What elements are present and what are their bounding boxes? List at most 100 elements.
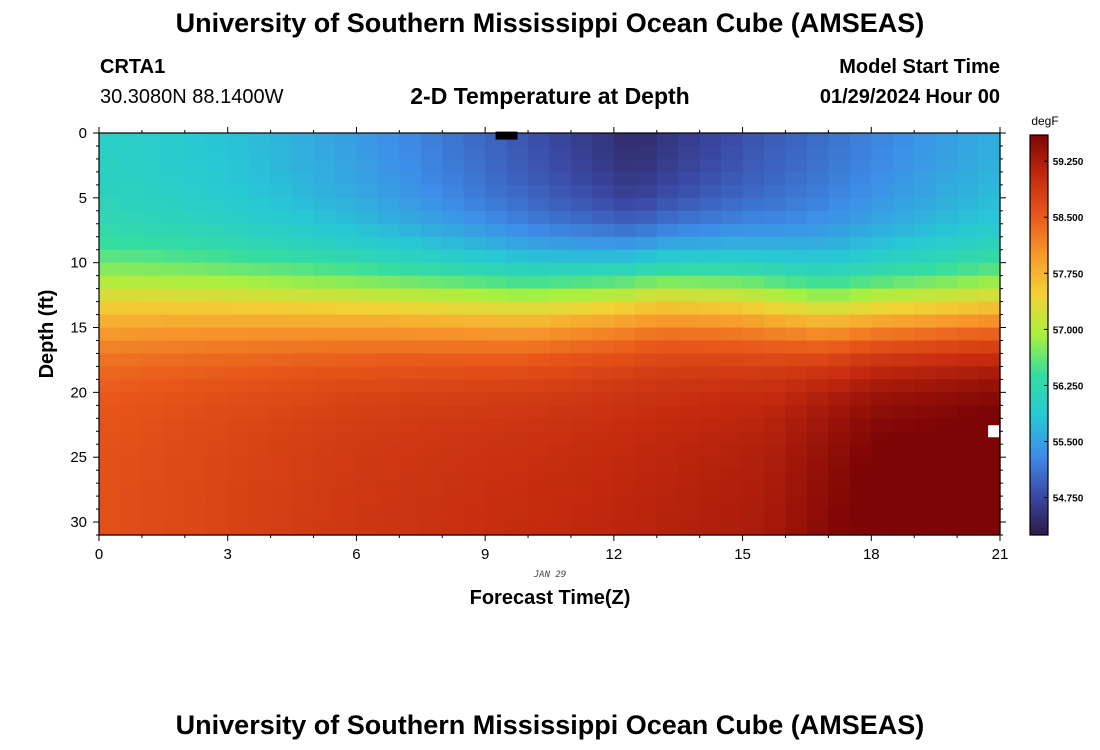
heat-cell bbox=[485, 392, 508, 406]
heat-cell bbox=[141, 431, 164, 445]
heat-cell bbox=[721, 249, 744, 264]
heat-cell bbox=[356, 301, 379, 316]
heat-cell bbox=[206, 470, 229, 484]
heat-cell bbox=[506, 197, 529, 212]
heat-cell bbox=[356, 223, 379, 238]
heat-cell bbox=[163, 392, 186, 406]
heat-cell bbox=[678, 405, 701, 419]
heat-cell bbox=[871, 457, 894, 471]
heat-cell bbox=[914, 496, 937, 510]
heat-cell bbox=[656, 509, 679, 523]
heat-cell bbox=[806, 470, 829, 484]
heat-cell bbox=[678, 262, 701, 277]
heat-cell bbox=[163, 184, 186, 199]
heat-cell bbox=[678, 171, 701, 186]
heat-cell bbox=[785, 133, 808, 147]
heat-cell bbox=[377, 522, 400, 536]
heat-cell bbox=[635, 483, 658, 497]
heat-cell bbox=[871, 210, 894, 225]
heat-cell bbox=[892, 431, 915, 445]
heat-cell bbox=[806, 522, 829, 536]
heat-cell bbox=[313, 314, 336, 329]
heat-cell bbox=[99, 431, 122, 445]
heat-cell bbox=[592, 327, 615, 342]
heat-cell bbox=[356, 275, 379, 290]
heat-cell bbox=[721, 236, 744, 251]
heat-cell bbox=[485, 327, 508, 342]
heat-cell bbox=[506, 509, 529, 523]
heat-cell bbox=[270, 275, 293, 290]
heat-cell bbox=[249, 262, 272, 277]
heat-cell bbox=[549, 470, 572, 484]
heat-cell bbox=[742, 353, 765, 368]
heat-cell bbox=[420, 236, 443, 251]
heat-cell bbox=[892, 158, 915, 173]
heat-cell bbox=[206, 444, 229, 458]
heat-cell bbox=[871, 483, 894, 497]
heat-cell bbox=[871, 444, 894, 458]
heat-cell bbox=[485, 366, 508, 380]
heat-cell bbox=[399, 431, 422, 445]
heat-cell bbox=[978, 288, 1001, 303]
heat-cell bbox=[699, 249, 722, 264]
heat-cell bbox=[828, 405, 851, 419]
heat-cell bbox=[377, 158, 400, 173]
heat-cell bbox=[635, 366, 658, 380]
heat-cell bbox=[442, 314, 465, 329]
heat-cell bbox=[871, 262, 894, 277]
heat-cell bbox=[120, 301, 143, 316]
heat-cell bbox=[635, 496, 658, 510]
heat-cell bbox=[184, 470, 207, 484]
heat-cell bbox=[120, 171, 143, 186]
heat-cell bbox=[141, 379, 164, 393]
heat-cell bbox=[99, 483, 122, 497]
heat-cell bbox=[549, 431, 572, 445]
heat-cell bbox=[313, 275, 336, 290]
heat-cell bbox=[227, 210, 250, 225]
heat-cell bbox=[957, 353, 980, 368]
heat-cell bbox=[120, 327, 143, 342]
heat-cell bbox=[420, 470, 443, 484]
date-label: JAN 29 bbox=[533, 570, 567, 580]
heat-cell bbox=[334, 275, 358, 290]
heat-cell bbox=[485, 340, 508, 355]
heat-cell bbox=[141, 366, 164, 380]
colorbar-tick-label: 54.750 bbox=[1053, 494, 1084, 505]
heat-cell bbox=[935, 366, 958, 380]
heat-cell bbox=[935, 392, 958, 406]
heat-cell bbox=[184, 483, 207, 497]
heat-cell bbox=[141, 236, 164, 251]
heat-cell bbox=[249, 366, 272, 380]
heat-cell bbox=[442, 496, 465, 510]
heat-cell bbox=[120, 210, 143, 225]
heat-cell bbox=[549, 496, 572, 510]
heat-cell bbox=[678, 392, 701, 406]
x-tick-label: 15 bbox=[734, 546, 751, 563]
heat-cell bbox=[914, 483, 937, 497]
heat-cell bbox=[828, 353, 851, 368]
heat-cell bbox=[978, 314, 1001, 329]
heat-cell bbox=[699, 327, 722, 342]
heat-cell bbox=[227, 353, 250, 368]
heat-cell bbox=[141, 457, 164, 471]
heat-cell bbox=[420, 431, 443, 445]
heat-cell bbox=[270, 340, 293, 355]
heat-cell bbox=[764, 171, 787, 186]
heat-cell bbox=[849, 301, 872, 316]
heat-cell bbox=[120, 509, 143, 523]
heat-cell bbox=[914, 327, 937, 342]
heat-cell bbox=[935, 249, 958, 264]
heat-cell bbox=[249, 314, 272, 329]
heat-cell bbox=[570, 340, 593, 355]
heat-cell bbox=[206, 301, 229, 316]
heat-cell bbox=[592, 379, 615, 393]
heat-cell bbox=[806, 158, 829, 173]
heat-cell bbox=[506, 418, 529, 432]
heat-cell bbox=[635, 327, 658, 342]
heat-cell bbox=[377, 470, 400, 484]
heat-cell bbox=[292, 496, 315, 510]
heat-cell bbox=[871, 171, 894, 186]
x-tick-label: 12 bbox=[606, 546, 623, 563]
heat-cell bbox=[99, 145, 122, 160]
heat-cell bbox=[249, 171, 272, 186]
